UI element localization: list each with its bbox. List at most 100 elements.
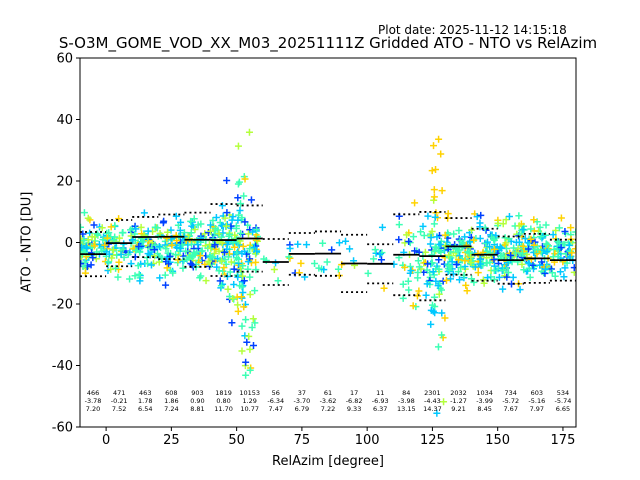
- scatter-point: [440, 398, 448, 406]
- scatter-point: [136, 277, 144, 285]
- bin-std-label: 9.33: [347, 405, 361, 413]
- scatter-point: [320, 266, 328, 274]
- x-tick-label: 100: [355, 433, 380, 448]
- scatter-point: [144, 260, 152, 268]
- scatter-point: [178, 241, 186, 249]
- scatter-point: [156, 274, 164, 282]
- scatter-point: [567, 224, 575, 232]
- scatter-point: [246, 273, 254, 281]
- bin-count-label: 61: [324, 389, 332, 397]
- scatter-point: [190, 249, 198, 257]
- bin-mean-label: 1.86: [164, 397, 178, 405]
- scatter-point: [249, 341, 257, 349]
- scatter-point: [239, 242, 247, 250]
- scatter-point: [83, 244, 91, 252]
- scatter-point: [103, 234, 111, 242]
- scatter-point: [234, 180, 242, 188]
- scatter-point: [427, 320, 435, 328]
- scatter-point: [234, 301, 242, 309]
- scatter-point: [323, 258, 331, 266]
- scatter-point: [214, 226, 222, 234]
- scatter-point: [173, 244, 181, 252]
- scatter-point: [441, 314, 449, 322]
- scatter-point: [454, 248, 462, 256]
- scatter-point: [561, 241, 569, 249]
- scatter-point: [461, 257, 469, 265]
- bin-mean-label: -6.34: [267, 397, 284, 405]
- scatter-point: [155, 243, 163, 251]
- scatter-point: [395, 236, 403, 244]
- bin-count-label: 17: [350, 389, 358, 397]
- scatter-point: [224, 285, 232, 293]
- scatter-point: [424, 260, 432, 268]
- scatter-point: [432, 244, 440, 252]
- scatter-point: [530, 216, 538, 224]
- scatter-point: [117, 250, 125, 258]
- scatter-point: [246, 345, 254, 353]
- scatter-point: [236, 282, 244, 290]
- scatter-point: [109, 246, 117, 254]
- scatter-point: [105, 250, 113, 258]
- scatter-point: [144, 250, 152, 258]
- scatter-point: [294, 240, 302, 248]
- bin-std-label: 10.77: [240, 405, 259, 413]
- scatter-point: [561, 228, 569, 236]
- scatter-point: [224, 253, 232, 261]
- scatter-point: [499, 266, 507, 274]
- scatter-point: [159, 219, 167, 227]
- scatter-point: [543, 248, 551, 256]
- x-axis-label: RelAzim [degree]: [272, 454, 384, 469]
- x-tick-label: 75: [294, 433, 311, 448]
- scatter-point: [456, 252, 464, 260]
- scatter-point: [241, 247, 249, 255]
- scatter-point: [430, 271, 438, 279]
- scatter-point: [188, 261, 196, 269]
- scatter-point: [202, 277, 210, 285]
- scatter-point: [219, 229, 227, 237]
- scatter-point: [238, 347, 246, 355]
- scatter-point: [187, 229, 195, 237]
- x-tick-label: 150: [485, 433, 510, 448]
- scatter-point: [146, 243, 154, 251]
- scatter-point: [509, 273, 517, 281]
- scatter-point: [92, 255, 100, 263]
- scatter-point: [246, 290, 254, 298]
- scatter-point: [551, 272, 559, 280]
- scatter-point: [457, 264, 465, 272]
- scatter-point: [411, 199, 419, 207]
- scatter-point: [232, 224, 240, 232]
- scatter-point: [207, 227, 215, 235]
- scatter-point: [242, 316, 250, 324]
- scatter-point: [111, 233, 119, 241]
- scatter-point: [461, 233, 469, 241]
- scatter-point: [441, 231, 449, 239]
- scatter-point: [525, 260, 533, 268]
- scatter-point: [435, 290, 443, 298]
- scatter-point: [115, 234, 123, 242]
- scatter-point: [430, 220, 438, 228]
- scatter-point: [286, 245, 294, 253]
- scatter-point: [527, 225, 535, 233]
- bin-std-label: 9.21: [451, 405, 465, 413]
- scatter-point: [435, 256, 443, 264]
- bin-mean-label: 0.80: [216, 397, 230, 405]
- scatter-point: [434, 343, 442, 351]
- scatter-point: [428, 301, 436, 309]
- scatter-point: [251, 319, 259, 327]
- bin-std-label: 7.24: [164, 405, 178, 413]
- scatter-point: [86, 229, 94, 237]
- scatter-point: [565, 241, 573, 249]
- scatter-point: [246, 366, 254, 374]
- scatter-point: [526, 273, 534, 281]
- bin-std-label: 7.20: [86, 405, 100, 413]
- scatter-point: [244, 230, 252, 238]
- scatter-point: [420, 232, 428, 240]
- scatter-point: [235, 211, 243, 219]
- bin-mean-label: -6.82: [346, 397, 363, 405]
- bin-std-label: 7.97: [530, 405, 544, 413]
- scatter-point: [443, 238, 451, 246]
- scatter-point: [438, 331, 446, 339]
- scatter-point: [424, 212, 432, 220]
- bin-mean-label: -1.27: [450, 397, 467, 405]
